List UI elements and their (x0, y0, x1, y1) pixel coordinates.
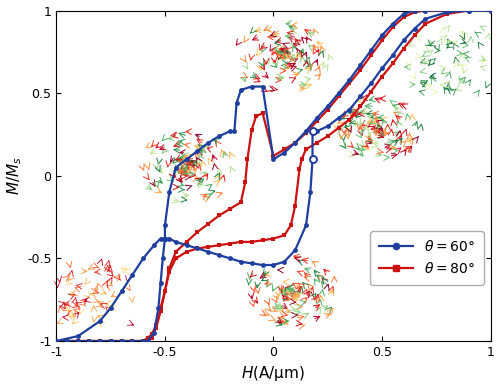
X-axis label: $H$(A/μm): $H$(A/μm) (242, 364, 306, 384)
Legend: $\theta = 60°$, $\theta = 80°$: $\theta = 60°$, $\theta = 80°$ (370, 231, 484, 284)
Y-axis label: $M/M_s$: $M/M_s$ (6, 156, 25, 195)
